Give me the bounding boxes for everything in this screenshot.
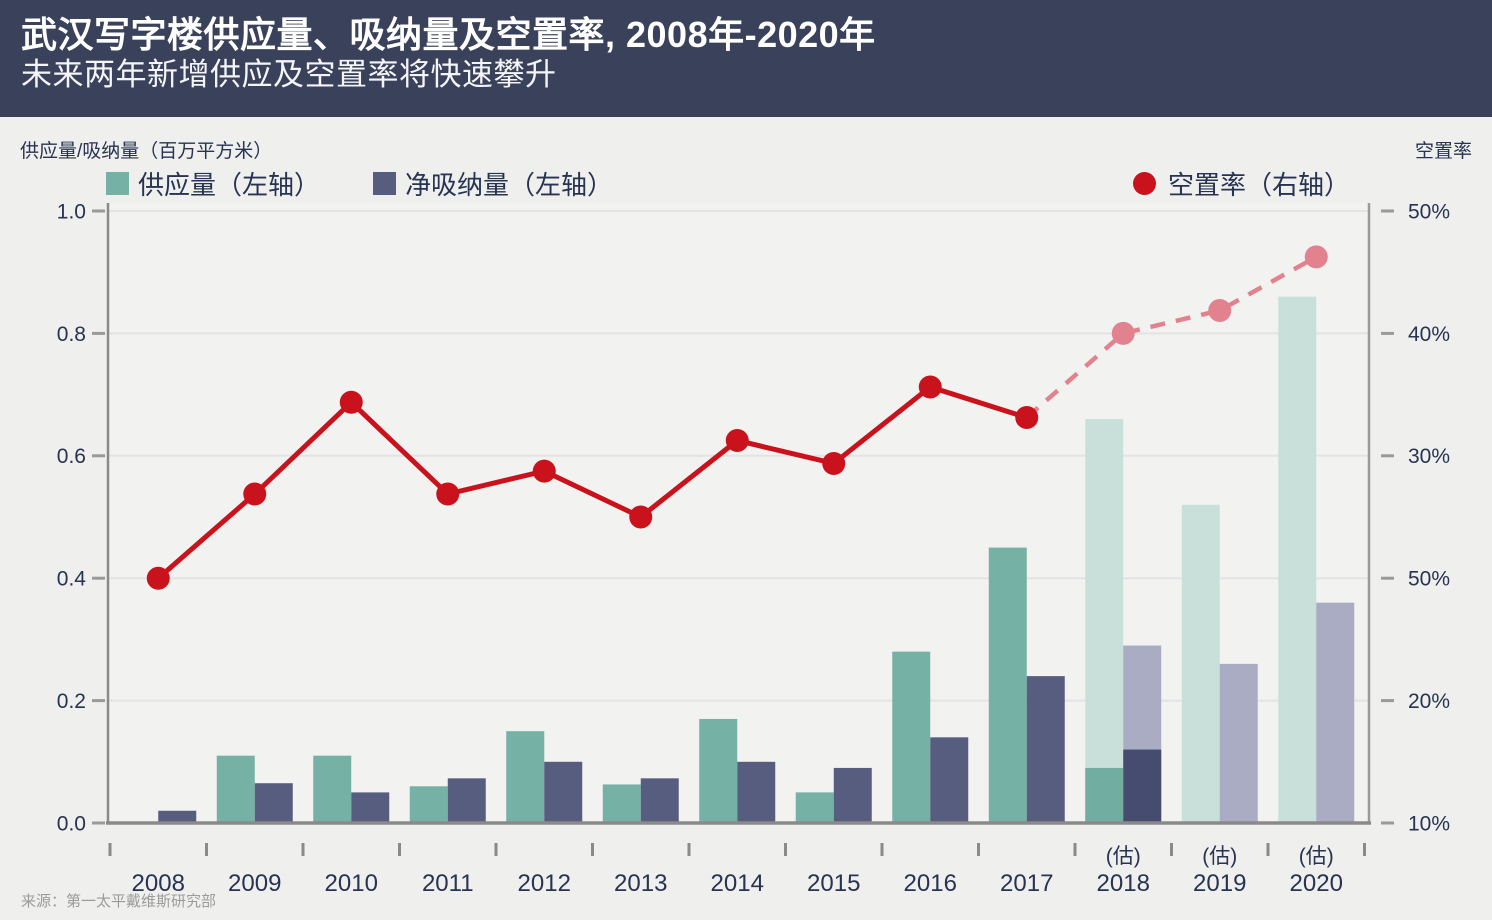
right-tick-label: 20%: [1408, 690, 1450, 713]
year-label-2012: 2012: [518, 870, 571, 897]
year-label-2013: 2013: [614, 870, 667, 897]
plot-area: [108, 203, 1369, 823]
vacancy-point-2015: [822, 451, 846, 475]
left-tick-label: 0.2: [57, 690, 86, 713]
bar-absorption-2013: [640, 778, 679, 823]
estimate-label-2018: (估): [1106, 845, 1141, 868]
vacancy-point-2020: [1304, 245, 1328, 269]
left-tick-label: 0.6: [57, 445, 86, 468]
vacancy-legend-label: 空置率（右轴）: [1168, 170, 1351, 200]
bar-absorption-2009: [254, 783, 293, 823]
legend-item-supply: 供应量（左轴）: [106, 170, 320, 200]
vacancy-legend-dot-icon: [1133, 172, 1156, 195]
vacancy-point-2009: [243, 482, 267, 506]
year-label-2011: 2011: [422, 870, 474, 897]
bar-supply-2017: [988, 547, 1027, 823]
bar-supply-2014: [699, 718, 738, 823]
bar-supply-2013: [602, 784, 641, 823]
bar-supply-2020: [1278, 296, 1317, 823]
bar-supply-completed-2018: [1085, 767, 1124, 823]
header-banner: 武汉写字楼供应量、吸纳量及空置率, 2008年-2020年 未来两年新增供应及空…: [0, 0, 1492, 117]
bar-absorption-2017: [1026, 676, 1065, 823]
right-axis-unit-label: 空置率: [1414, 141, 1472, 162]
bar-absorption-2010: [351, 792, 390, 823]
source-note: 来源：第一太平戴维斯研究部: [21, 893, 217, 910]
left-tick-label: 0.8: [57, 323, 86, 346]
right-tick-label: 10%: [1408, 812, 1450, 835]
bar-absorption-2014: [737, 761, 776, 823]
right-tick-label: 50%: [1408, 568, 1450, 591]
bar-supply-2011: [409, 786, 448, 823]
vacancy-point-2010: [339, 390, 363, 414]
legend-item-absorption: 净吸纳量（左轴）: [373, 170, 613, 200]
vacancy-point-2012: [532, 459, 556, 483]
year-label-2018: 2018: [1097, 870, 1150, 897]
left-axis-unit-label: 供应量/吸纳量（百万平方米）: [20, 141, 273, 162]
right-tick-label: 50%: [1408, 200, 1450, 223]
bar-absorption-completed-2018: [1123, 749, 1162, 823]
left-tick-label: 0.4: [57, 568, 87, 591]
bar-absorption-2008: [158, 810, 197, 823]
absorption-legend-label: 净吸纳量（左轴）: [405, 170, 614, 200]
chart-subtitle: 未来两年新增供应及空置率将快速攀升: [21, 57, 557, 92]
year-label-2015: 2015: [807, 870, 860, 897]
bar-absorption-2016: [930, 737, 969, 823]
year-label-2008: 2008: [132, 870, 185, 897]
supply-legend-label: 供应量（左轴）: [138, 170, 321, 200]
year-label-2010: 2010: [325, 870, 378, 897]
vacancy-point-2013: [629, 505, 653, 529]
bar-supply-2012: [506, 731, 545, 823]
vacancy-line-solid: [156, 384, 1028, 581]
bar-supply-2019: [1181, 504, 1220, 823]
bar-supply-2018: [1085, 419, 1124, 823]
right-tick-label: 40%: [1408, 323, 1450, 346]
estimate-label-2019: (估): [1202, 845, 1237, 868]
vacancy-point-2017: [1015, 406, 1039, 430]
year-label-2009: 2009: [228, 870, 281, 897]
supply-legend-swatch-icon: [106, 172, 129, 195]
vacancy-point-2011: [436, 482, 460, 506]
estimate-label-2020: (估): [1299, 845, 1334, 868]
bar-absorption-2015: [833, 767, 872, 823]
right-tick-label: 30%: [1408, 445, 1450, 468]
vacancy-point-2016: [918, 375, 942, 399]
year-label-2019: 2019: [1193, 870, 1246, 897]
year-label-2014: 2014: [711, 870, 764, 897]
year-label-2017: 2017: [1000, 870, 1053, 897]
left-tick-label: 1.0: [57, 200, 86, 223]
vacancy-point-2008: [146, 566, 170, 590]
bar-supply-2009: [216, 755, 255, 823]
year-label-2020: 2020: [1290, 870, 1343, 897]
bar-supply-2016: [892, 651, 931, 823]
vacancy-line-dashed-forecast: [1025, 254, 1318, 420]
combo-chart: 1.0 50% 0.8 40% 0.6 30% 0.4 50% 0.2 20% 0.0 10% 2008…: [57, 200, 1450, 897]
vacancy-point-2018: [1111, 321, 1135, 345]
vacancy-point-2014: [725, 429, 749, 452]
bar-supply-2010: [313, 755, 352, 823]
absorption-legend-swatch-icon: [373, 172, 396, 195]
bar-absorption-2019: [1219, 663, 1258, 823]
bar-supply-2015: [795, 792, 834, 823]
chart-title: 武汉写字楼供应量、吸纳量及空置率, 2008年-2020年: [21, 14, 876, 55]
left-tick-label: 0.0: [57, 812, 86, 835]
vacancy-point-2019: [1208, 298, 1232, 322]
year-label-2016: 2016: [904, 870, 957, 897]
bar-absorption-2012: [544, 761, 583, 823]
bar-absorption-2020: [1316, 602, 1355, 823]
legend-item-vacancy: 空置率（右轴）: [1133, 170, 1350, 200]
bar-absorption-2011: [447, 778, 486, 823]
